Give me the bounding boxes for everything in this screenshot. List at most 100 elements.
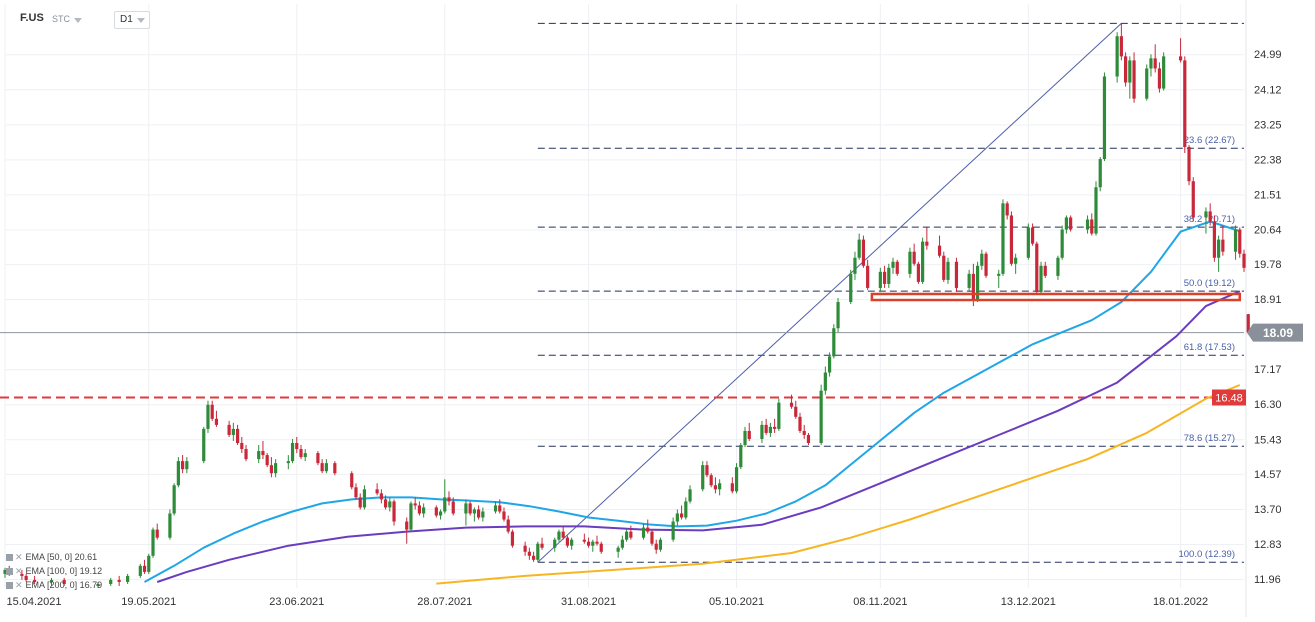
candle-body <box>937 245 942 256</box>
candle <box>565 535 570 548</box>
candle <box>493 501 498 514</box>
fib-level-label: 100.0 (12.39) <box>1178 549 1235 560</box>
candle <box>540 537 544 550</box>
remove-icon[interactable]: ✕ <box>15 580 23 590</box>
candle <box>1183 56 1187 154</box>
candle-body <box>257 451 261 460</box>
candle-body <box>240 443 244 450</box>
candle <box>709 473 713 488</box>
candle <box>405 517 409 544</box>
candle <box>33 575 37 584</box>
candle <box>531 551 536 562</box>
y-tick-label: 14.57 <box>1254 469 1282 481</box>
candle <box>654 539 658 554</box>
candle-body <box>1064 217 1068 230</box>
symbol-label[interactable]: F.US <box>20 12 44 24</box>
candle-body <box>1094 187 1098 234</box>
legend-ema-50[interactable]: ✕ EMA [50, 0] 20.61 <box>6 552 97 563</box>
candle <box>303 449 307 462</box>
candle-body <box>861 239 866 266</box>
candle-body <box>1162 56 1166 89</box>
candle-body <box>1145 68 1149 99</box>
candle <box>887 263 891 288</box>
candle <box>764 418 768 435</box>
candle-body <box>777 402 781 429</box>
candle <box>895 259 899 276</box>
candle-body <box>185 461 189 470</box>
candle <box>172 483 176 516</box>
candle-body <box>409 503 413 530</box>
candle <box>832 324 836 359</box>
candle <box>1030 223 1035 246</box>
candle-body <box>151 529 155 556</box>
candle-body <box>1157 68 1162 89</box>
remove-icon[interactable]: ✕ <box>15 552 23 562</box>
candle-body <box>527 551 531 556</box>
candle-body <box>138 565 142 576</box>
candle-body <box>49 579 54 582</box>
candle-body <box>1014 257 1018 264</box>
candle-body <box>447 497 451 502</box>
candle <box>671 517 675 542</box>
candle <box>261 440 265 460</box>
candle <box>299 445 303 460</box>
settings-icon[interactable] <box>6 554 13 561</box>
candle-body <box>967 273 971 288</box>
candle <box>561 525 565 540</box>
candle-body <box>1191 181 1195 218</box>
candle <box>866 259 870 290</box>
candle <box>1043 261 1047 278</box>
candle-body <box>206 404 210 429</box>
x-tick-label: 05.10.2021 <box>709 596 764 608</box>
candle <box>629 525 633 540</box>
remove-icon[interactable]: ✕ <box>15 566 23 576</box>
candle-body <box>1005 203 1009 216</box>
candle <box>650 529 654 546</box>
candle-body <box>274 463 278 474</box>
candle <box>591 539 595 552</box>
candle <box>713 477 718 494</box>
candle-body <box>887 267 891 284</box>
settings-icon[interactable] <box>6 568 13 575</box>
candle <box>109 577 113 586</box>
candle <box>502 507 506 522</box>
candle <box>747 422 751 441</box>
level-price-tag: 16.48 <box>1212 389 1246 406</box>
candle <box>553 537 557 552</box>
candle-body <box>20 573 24 576</box>
settings-icon[interactable] <box>6 582 13 589</box>
legend-ema-200[interactable]: ✕ EMA [200, 0] 16.79 <box>6 580 102 591</box>
timeframe-select[interactable]: D1 <box>114 11 150 29</box>
candle-body <box>773 426 777 429</box>
candle-body <box>1238 229 1242 254</box>
candle <box>176 457 180 488</box>
legend-ema-100-label: EMA [100, 0] <box>25 566 78 576</box>
ema-200-line <box>436 384 1241 585</box>
symbol-dropdown-caret-icon[interactable] <box>74 18 82 23</box>
candle <box>701 461 705 492</box>
candle-body <box>33 579 37 582</box>
level-price-tag-bg <box>1212 389 1246 406</box>
candle-body <box>921 241 925 282</box>
candle <box>383 495 388 510</box>
legend-ema-100[interactable]: ✕ EMA [100, 0] 19.12 <box>6 566 102 577</box>
candle <box>946 257 950 284</box>
candle <box>142 559 147 574</box>
candle <box>181 455 185 474</box>
candle <box>265 453 269 468</box>
candle-body <box>743 430 747 446</box>
candle <box>853 251 857 280</box>
candle <box>1102 72 1107 162</box>
candle-body <box>269 465 274 474</box>
candle <box>586 537 591 548</box>
legend-ema-50-label: EMA [50, 0] <box>25 552 73 562</box>
candle-body <box>827 356 832 373</box>
y-tick-label: 15.43 <box>1254 434 1282 446</box>
candle <box>451 497 455 516</box>
candle-body <box>227 424 231 435</box>
candle <box>1187 144 1191 186</box>
candle-body <box>109 579 113 584</box>
candle-body <box>1069 217 1073 230</box>
